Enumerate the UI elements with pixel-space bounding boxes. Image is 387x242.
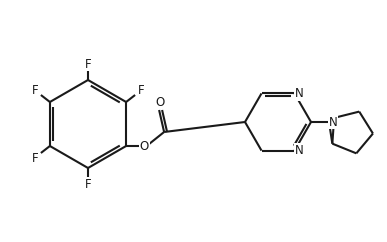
- Text: F: F: [32, 83, 38, 97]
- Text: O: O: [156, 96, 165, 108]
- Text: N: N: [295, 87, 304, 100]
- Text: F: F: [138, 83, 144, 97]
- Text: N: N: [295, 144, 304, 157]
- Text: F: F: [32, 151, 38, 165]
- Text: O: O: [139, 139, 149, 152]
- Text: F: F: [85, 177, 91, 190]
- Text: N: N: [329, 115, 337, 129]
- Text: F: F: [85, 58, 91, 70]
